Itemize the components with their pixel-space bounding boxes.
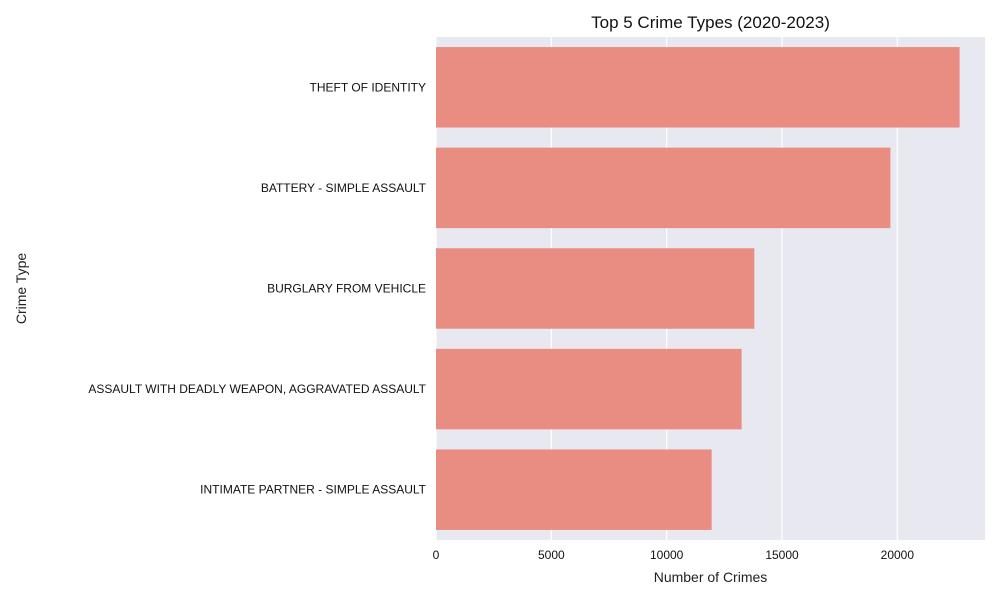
bar xyxy=(436,348,742,430)
x-axis-label: Number of Crimes xyxy=(654,569,768,585)
x-tick-label: 20000 xyxy=(881,548,915,562)
bars xyxy=(436,47,960,530)
chart-title: Top 5 Crime Types (2020-2023) xyxy=(591,13,830,32)
x-tick-label: 10000 xyxy=(650,548,684,562)
y-tick-label: BURGLARY FROM VEHICLE xyxy=(267,282,426,296)
y-tick-label: BATTERY - SIMPLE ASSAULT xyxy=(261,181,427,195)
y-tick-label: THEFT OF IDENTITY xyxy=(310,80,426,94)
bar xyxy=(436,248,755,329)
y-axis-label: Crime Type xyxy=(13,253,29,325)
y-tick-labels: THEFT OF IDENTITY BATTERY - SIMPLE ASSAUL… xyxy=(88,80,426,496)
x-tick-label: 5000 xyxy=(538,548,565,562)
bar xyxy=(436,147,891,229)
x-tick-label: 15000 xyxy=(765,548,799,562)
bar xyxy=(436,449,712,530)
y-tick-label: INTIMATE PARTNER - SIMPLE ASSAULT xyxy=(200,483,426,497)
y-tick-label: ASSAULT WITH DEADLY WEAPON, AGGRAVATED A… xyxy=(88,382,426,396)
bar xyxy=(436,47,960,128)
x-tick-labels: 0 5000 10000 15000 20000 xyxy=(433,548,915,562)
x-tick-label: 0 xyxy=(433,548,440,562)
